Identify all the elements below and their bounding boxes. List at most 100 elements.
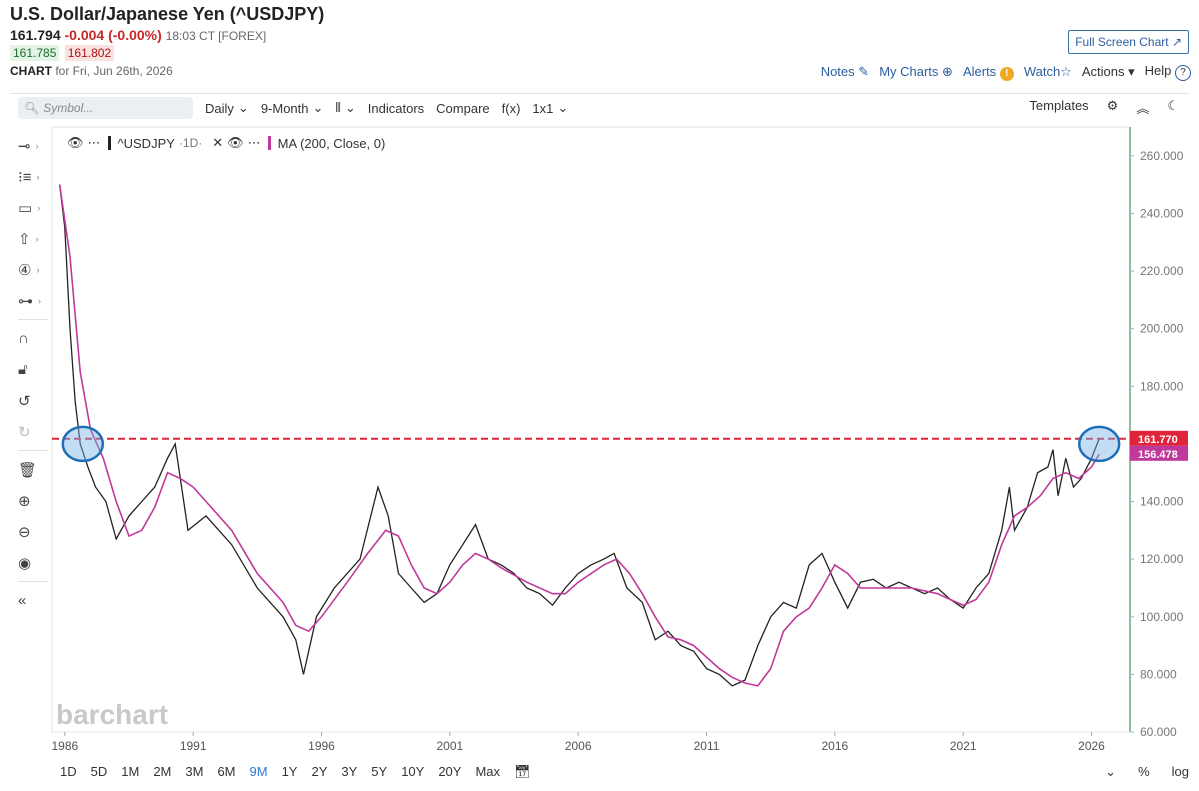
range-button-9m[interactable]: 9M — [249, 764, 268, 779]
x-tick-label: 2001 — [436, 739, 463, 753]
range-button-5y[interactable]: 5Y — [371, 764, 388, 779]
last-price: 161.794 — [10, 27, 61, 43]
trash-icon[interactable]: 🗑︎ — [18, 461, 38, 479]
notes-label: Notes — [820, 64, 855, 79]
candlestick-icon: ⫴ — [335, 100, 341, 115]
redo-icon[interactable]: ↻ — [18, 423, 31, 441]
range-button-2y[interactable]: 2Y — [311, 764, 328, 779]
divider — [18, 581, 48, 582]
lock-icon[interactable]: 🔓︎ — [18, 361, 28, 378]
gear-icon[interactable]: ⚙ — [1106, 98, 1119, 113]
highlight-circle — [1077, 425, 1121, 463]
y-tick-label: 60.000 — [1140, 725, 1177, 739]
range-button-20y[interactable]: 20Y — [438, 764, 462, 779]
range-dropdown[interactable]: 9-Month ⌄ — [261, 100, 324, 116]
zoom-in-icon[interactable]: ⊕ — [18, 492, 31, 510]
price-badge-label: 161.770 — [1138, 434, 1178, 446]
y-tick-label: 240.000 — [1140, 206, 1184, 220]
quote-line: 161.794 -0.004 (-0.00%) 18:03 CT [FOREX] — [10, 27, 324, 43]
highlight-circle — [61, 425, 105, 463]
ask-price: 161.802 — [64, 45, 115, 61]
chart-legend: 👁︎ ⋯ ^USDJPY ·1D· ✕ 👁︎ ⋯ MA (200, Close, 0… — [67, 135, 385, 151]
x-tick-label: 1991 — [180, 739, 207, 753]
range-button-max[interactable]: Max — [475, 764, 501, 779]
range-button-10y[interactable]: 10Y — [401, 764, 425, 779]
measure-tool-icon[interactable]: ⊶ › — [18, 292, 41, 310]
magnet-icon[interactable]: ∩ — [18, 330, 29, 347]
my-charts-link[interactable]: My Charts ⊕ — [879, 64, 953, 80]
toolbar-right: Templates ⚙ ︽ ☾ — [1029, 98, 1179, 117]
y-tick-label: 140.000 — [1140, 495, 1184, 509]
line-tool-icon[interactable]: ⊸ › — [18, 137, 39, 155]
range-button-2m[interactable]: 2M — [153, 764, 172, 779]
my-charts-label: My Charts — [879, 64, 939, 79]
collapse-icon[interactable]: ︽ — [1136, 101, 1150, 116]
fib-tool-icon[interactable]: ⁝≡ › — [18, 168, 40, 186]
dark-mode-icon[interactable]: ☾ — [1167, 98, 1179, 113]
ma-badge-label: 156.478 — [1138, 449, 1178, 461]
range-button-1y[interactable]: 1Y — [281, 764, 298, 779]
range-button-1m[interactable]: 1M — [121, 764, 140, 779]
bid-price: 161.785 — [10, 45, 60, 61]
undo-icon[interactable]: ↺ — [18, 392, 31, 410]
x-tick-label: 1986 — [51, 739, 78, 753]
quote-header: U.S. Dollar/Japanese Yen (^USDJPY) 161.7… — [10, 4, 324, 78]
bid-ask: 161.785 161.802 — [10, 45, 324, 61]
help-label: Help — [1144, 63, 1172, 78]
indicators-button[interactable]: Indicators — [367, 100, 425, 116]
caret-down-icon: ▾ — [1128, 64, 1135, 79]
chevron-down-double-icon[interactable]: ⌄ — [1105, 764, 1117, 779]
shape-tool-icon[interactable]: ▭ › — [18, 199, 41, 217]
layout-dropdown[interactable]: 1x1 ⌄ — [532, 100, 568, 116]
log-toggle[interactable]: log — [1171, 764, 1189, 779]
range-button-5d[interactable]: 5D — [90, 764, 108, 779]
y-tick-label: 80.000 — [1140, 667, 1177, 681]
percent-toggle[interactable]: % — [1138, 764, 1150, 779]
count-tool-icon[interactable]: ④ › — [18, 261, 40, 279]
instrument-title: U.S. Dollar/Japanese Yen (^USDJPY) — [10, 4, 325, 24]
x-tick-label: 2026 — [1078, 739, 1105, 753]
more-icon[interactable]: ⋯ — [87, 135, 101, 150]
notes-link[interactable]: Notes ✎ — [821, 64, 870, 80]
price-badge — [1130, 430, 1188, 446]
collapse-sidebar-icon[interactable]: « — [18, 592, 27, 609]
eye-icon[interactable]: 👁︎ — [227, 135, 244, 150]
alerts-label: Alerts — [962, 63, 997, 79]
period-dropdown[interactable]: Daily ⌄ — [205, 100, 249, 116]
range-button-6m[interactable]: 6M — [217, 764, 236, 779]
actions-label: Actions — [1081, 64, 1125, 79]
help-icon: ? — [1175, 65, 1191, 81]
range-button-3y[interactable]: 3Y — [341, 764, 358, 779]
price-change: -0.004 (-0.00%) — [64, 27, 162, 43]
plot-area — [51, 126, 1131, 733]
watch-link[interactable]: Watch☆ — [1024, 64, 1072, 80]
range-button-1d[interactable]: 1D — [60, 764, 77, 779]
x-tick-label: 2011 — [694, 739, 720, 753]
range-button-3m[interactable]: 3M — [185, 764, 204, 779]
actions-menu[interactable]: Actions ▾ — [1082, 64, 1135, 80]
more-icon[interactable]: ⋯ — [247, 135, 261, 150]
fx-button[interactable]: f(x) — [501, 100, 521, 116]
eye-icon[interactable]: ◉ — [18, 554, 32, 572]
range-label: 9-Month — [260, 100, 309, 116]
arrow-tool-icon[interactable]: ⇧ › — [18, 230, 39, 248]
alerts-link[interactable]: Alerts ! — [963, 64, 1014, 81]
compare-button[interactable]: Compare — [436, 100, 490, 116]
drawing-sidebar: ⊸ › ⁝≡ › ▭ › ⇧ › ④ › ⊶ › ∩ 🔓︎ ↺ ↻ 🗑︎ ⊕ ⊖ ◉ « — [18, 130, 48, 616]
symbol-input[interactable]: 🔍︎ Symbol... — [18, 97, 193, 119]
eye-icon[interactable]: 👁︎ — [67, 135, 84, 150]
help-link[interactable]: Help ? — [1145, 63, 1191, 81]
period-label: Daily — [205, 100, 234, 116]
full-screen-button[interactable]: Full Screen Chart ↗ — [1068, 30, 1189, 54]
y-tick-label: 160.000 — [1140, 437, 1184, 451]
templates-button[interactable]: Templates — [1029, 98, 1089, 113]
zoom-out-icon[interactable]: ⊖ — [18, 523, 31, 541]
chevron-down-icon: ⌄ — [557, 100, 569, 115]
price-legend-swatch — [107, 136, 111, 150]
full-screen-label: Full Screen Chart — [1075, 35, 1169, 49]
bottom-right-controls: ⌄ % log — [1105, 764, 1189, 780]
edit-icon: ✎ — [858, 64, 870, 79]
chart-type-dropdown[interactable]: ⫴ ⌄ — [335, 100, 355, 116]
calendar-icon[interactable]: 📅︎ — [514, 764, 531, 779]
close-icon[interactable]: ✕ — [212, 135, 224, 150]
